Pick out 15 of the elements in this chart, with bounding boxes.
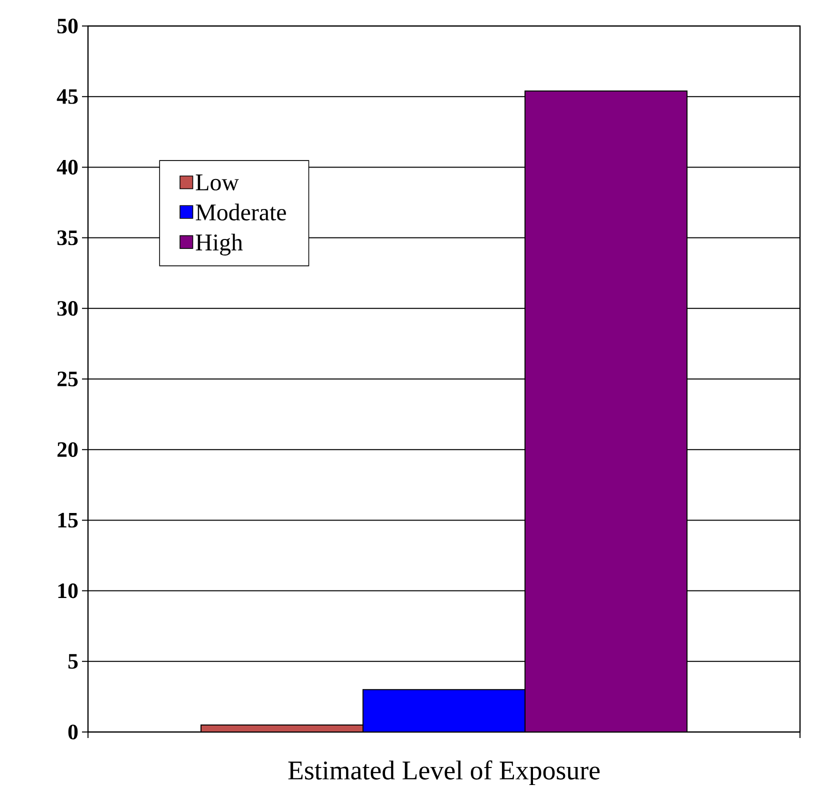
x-axis-title: Estimated Level of Exposure bbox=[288, 760, 600, 786]
y-tick-label: 10 bbox=[58, 583, 78, 598]
y-tick-label: 35 bbox=[57, 230, 78, 246]
y-tick-label: 0 bbox=[68, 724, 78, 740]
y-tick-label: 5 bbox=[68, 654, 78, 669]
y-tick-label: 45 bbox=[56, 89, 78, 104]
legend-label: Moderate bbox=[196, 204, 286, 220]
y-tick-label: 50 bbox=[57, 18, 78, 34]
y-tick-label: 30 bbox=[57, 301, 78, 316]
legend-label: High bbox=[196, 234, 243, 256]
y-tick-label: 40 bbox=[56, 160, 78, 175]
y-tick-label: 20 bbox=[57, 442, 78, 457]
y-tick-label: 15 bbox=[58, 512, 78, 528]
y-tick-label: 25 bbox=[57, 372, 78, 386]
legend-label: Low bbox=[196, 174, 239, 190]
